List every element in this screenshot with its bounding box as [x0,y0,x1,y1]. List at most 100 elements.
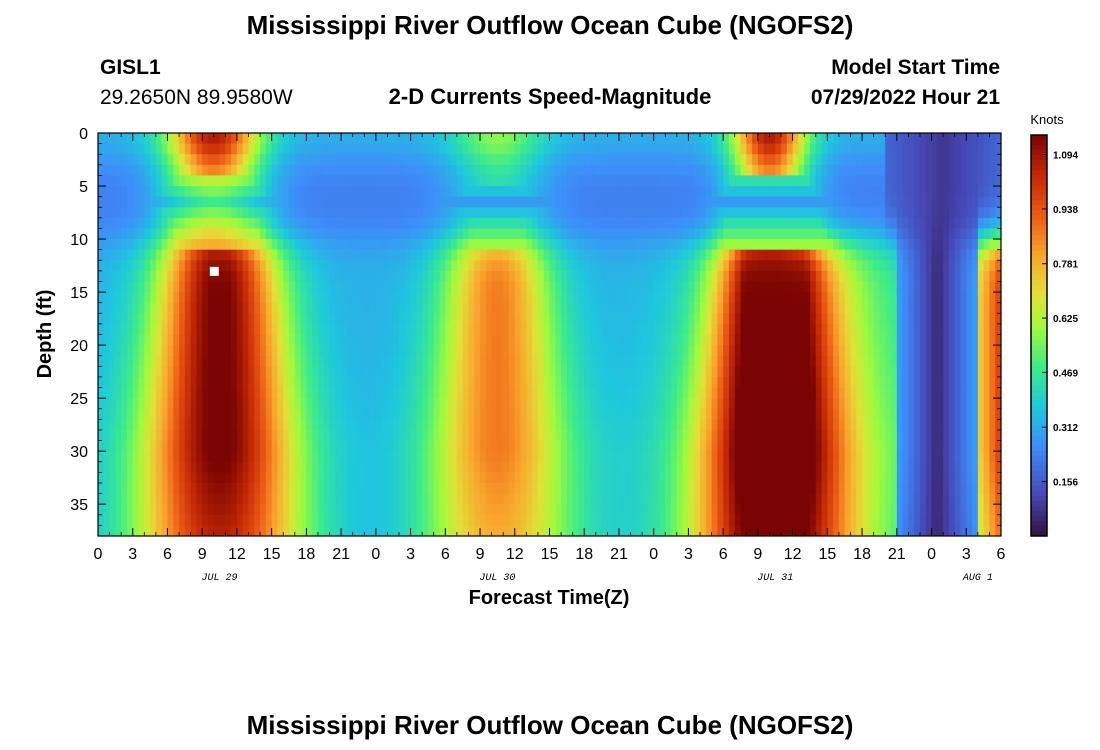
heatmap-cell [572,429,579,441]
heatmap-cell [485,228,493,240]
heatmap-cell [555,451,562,463]
heatmap-cell [462,154,469,166]
heatmap-cell [503,164,510,176]
heatmap-cell [300,281,307,293]
heatmap-cell [196,196,203,208]
heatmap-cell [850,323,857,335]
heatmap-cell [161,186,168,198]
heatmap-cell [561,408,568,420]
heatmap-cell [231,207,238,219]
heatmap-cell [595,186,602,198]
heatmap-cell [173,281,180,293]
heatmap-cell [769,249,776,261]
heatmap-cell [399,461,406,473]
heatmap-cell [381,482,388,494]
heatmap-cell [300,239,307,251]
heatmap-cell [630,239,637,251]
heatmap-cell [375,451,383,463]
heatmap-cell [126,472,134,484]
heatmap-cell [503,345,510,357]
heatmap-cell [346,270,354,282]
heatmap-cell [387,387,394,399]
heatmap-cell [474,461,481,473]
heatmap-cell [254,249,261,261]
heatmap-cell [537,345,545,357]
heatmap-cell [416,493,423,505]
heatmap-cell [167,323,174,335]
heatmap-cell [723,313,730,325]
heatmap-cell [260,408,267,420]
heatmap-cell [410,154,417,166]
heatmap-cell [572,472,579,484]
heatmap-cell [381,493,388,505]
heatmap-cell [306,207,313,219]
heatmap-cell [798,186,805,198]
heatmap-cell [665,376,672,388]
heatmap-cell [705,461,712,473]
heatmap-cell [792,164,799,176]
heatmap-cell [213,313,220,325]
heatmap-cell [277,514,284,526]
heatmap-cell [364,408,371,420]
heatmap-cell [335,398,342,410]
heatmap-cell [775,292,782,304]
heatmap-cell [352,164,359,176]
heatmap-cell [207,207,215,219]
heatmap-cell [341,164,348,176]
heatmap-cell [456,249,464,261]
heatmap-cell [219,196,226,208]
heatmap-cell [705,228,712,240]
heatmap-cell [375,482,383,494]
heatmap-cell [474,334,481,346]
heatmap-cell [838,482,846,494]
heatmap-cell [161,408,168,420]
heatmap-cell [497,143,504,155]
heatmap-cell [572,440,579,452]
heatmap-cell [439,249,446,261]
heatmap-cell [248,493,255,505]
heatmap-cell [242,323,249,335]
heatmap-cell [103,186,110,198]
heatmap-cell [815,281,822,293]
heatmap-cell [636,419,643,431]
heatmap-cell [225,345,232,357]
heatmap-cell [155,281,163,293]
heatmap-cell [184,334,192,346]
heatmap-cell [138,419,145,431]
heatmap-cell [115,217,122,229]
heatmap-cell [265,440,273,452]
heatmap-cell [850,398,857,410]
heatmap-cell [590,175,597,187]
heatmap-cell [757,334,765,346]
heatmap-cell [242,281,249,293]
heatmap-cell [312,323,319,335]
heatmap-cell [844,451,851,463]
heatmap-cell [456,387,464,399]
heatmap-cell [184,472,192,484]
heatmap-cell [850,493,857,505]
heatmap-cell [283,196,290,208]
heatmap-cell [786,525,794,537]
heatmap-cell [532,217,539,229]
heatmap-cell [98,429,105,441]
heatmap-cell [225,207,232,219]
heatmap-cell [462,504,469,516]
heatmap-cell [300,186,307,198]
heatmap-cell [491,334,498,346]
heatmap-cell [167,196,174,208]
heatmap-cell [781,292,788,304]
heatmap-cell [335,175,342,187]
heatmap-cell [688,482,695,494]
heatmap-cell [433,133,440,145]
heatmap-cell [179,345,186,357]
heatmap-cell [590,239,597,251]
heatmap-cell [827,387,834,399]
heatmap-cell [317,133,325,145]
heatmap-cell [121,292,128,304]
heatmap-cell [468,270,475,282]
heatmap-cell [665,525,672,537]
heatmap-cell [549,482,556,494]
heatmap-cell [323,164,330,176]
heatmap-cell [607,260,614,272]
heatmap-cell [358,143,365,155]
